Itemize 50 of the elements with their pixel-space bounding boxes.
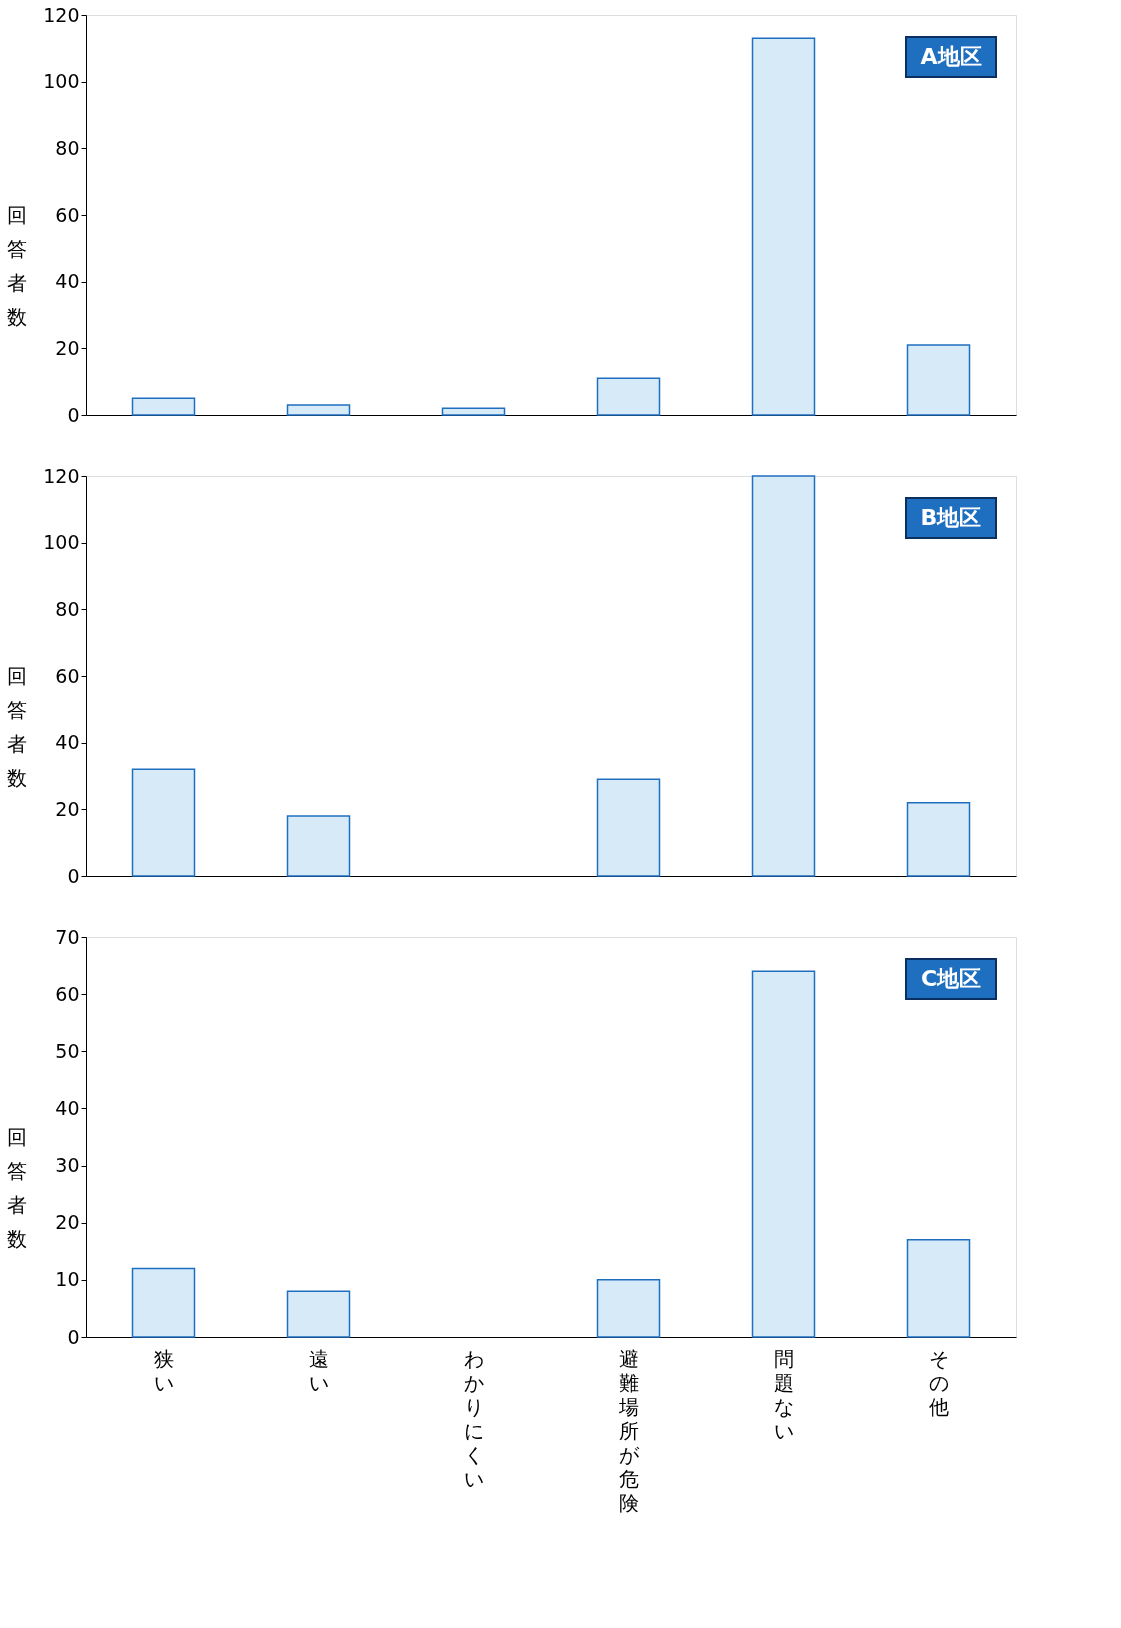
x-tick-label: その他	[928, 1346, 949, 1419]
bar	[286, 404, 351, 416]
x-tick-label: わかりにくい	[463, 1346, 484, 1491]
y-tick-label: 80	[55, 597, 80, 620]
y-tick-label: 0	[67, 1325, 80, 1348]
bar	[751, 475, 816, 877]
bar	[906, 344, 971, 416]
y-tick-label: 60	[55, 982, 80, 1005]
y-tick-label: 40	[55, 1096, 80, 1119]
y-tick-label: 40	[55, 270, 80, 293]
bar	[596, 1279, 661, 1338]
y-tick-label: 80	[55, 136, 80, 159]
y-tick-label: 100	[43, 531, 80, 554]
bar	[906, 801, 971, 877]
y-axis-title: 回答者数	[6, 1124, 27, 1251]
x-tick-label: 遠い	[308, 1346, 329, 1395]
y-tick-label: 20	[55, 797, 80, 820]
bar	[751, 37, 816, 416]
y-tick-label: 0	[67, 864, 80, 887]
y-tick-label: 60	[55, 203, 80, 226]
bar	[906, 1239, 971, 1338]
bar	[131, 768, 196, 877]
y-tick-label: 30	[55, 1154, 80, 1177]
y-tick-label: 60	[55, 664, 80, 687]
bar	[751, 970, 816, 1338]
y-tick-label: 40	[55, 731, 80, 754]
y-tick-label: 120	[43, 464, 80, 487]
annotation: C地区	[920, 966, 982, 991]
x-tick-label: 狭い	[153, 1346, 174, 1395]
bar	[596, 377, 661, 416]
bar	[441, 407, 506, 416]
y-tick-label: 20	[55, 1211, 80, 1234]
annotation: A地区	[920, 44, 982, 69]
y-tick-label: 50	[55, 1039, 80, 1062]
y-tick-label: 100	[43, 70, 80, 93]
bar	[131, 397, 196, 416]
bar	[131, 1267, 196, 1338]
y-axis-title: 回答者数	[6, 663, 27, 790]
bar	[286, 815, 351, 877]
y-tick-label: 10	[55, 1268, 80, 1291]
y-tick-label: 70	[55, 925, 80, 948]
x-tick-label: 避難場所が危険	[617, 1346, 640, 1515]
y-tick-label: 0	[67, 403, 80, 426]
y-axis-title: 回答者数	[6, 202, 27, 329]
annotation: B地区	[920, 505, 982, 530]
x-tick-label: 問題ない	[773, 1346, 794, 1443]
bar	[596, 778, 661, 877]
y-tick-label: 20	[55, 336, 80, 359]
bar	[286, 1290, 351, 1338]
y-tick-label: 120	[43, 3, 80, 26]
